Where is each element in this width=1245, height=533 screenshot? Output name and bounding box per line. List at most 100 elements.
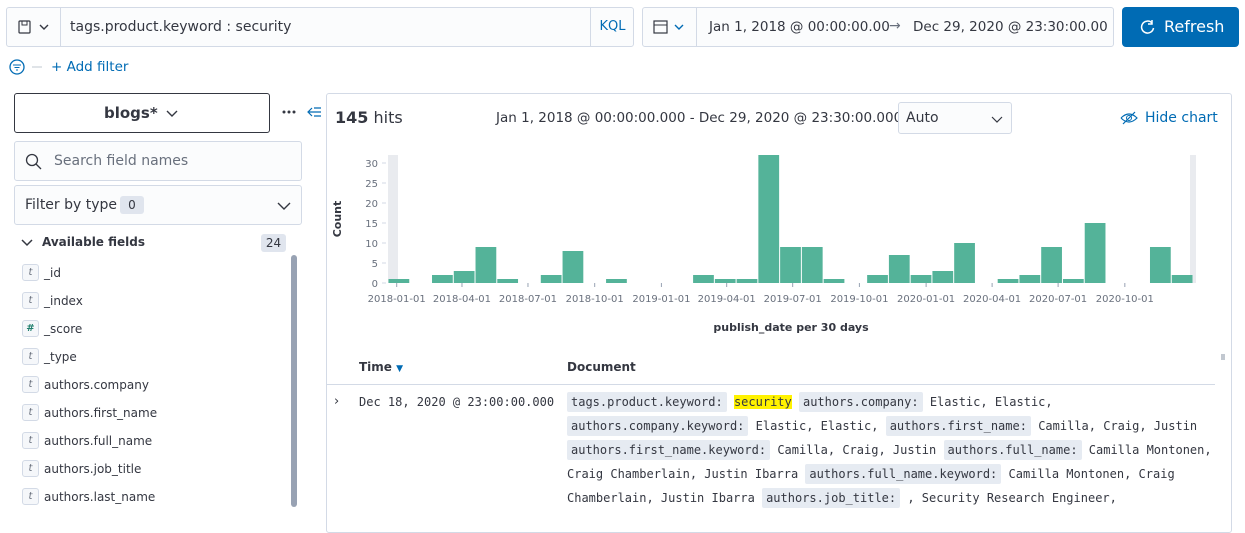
field-item[interactable]: t authors.job_title [22,460,141,477]
bar [606,279,627,283]
row-time: Dec 18, 2020 @ 23:00:00.000 [359,395,555,409]
field-type-icon: t [22,404,39,421]
x-tick-label: 2019-07-01 [764,294,822,305]
bar [540,275,562,283]
field-name: authors.company [44,377,149,392]
x-tick-label: 2020-10-01 [1096,294,1154,305]
time-column-header[interactable]: Time ▼ [359,360,403,374]
bar [1084,223,1106,283]
bar [497,279,519,283]
date-picker: Jan 1, 2018 @ 00:00:00.00 → Dec 29, 2020… [642,7,1114,47]
field-type-icon: t [22,348,39,365]
quick-menu-button[interactable] [643,8,697,46]
field-key: tags.product.keyword: [567,392,727,412]
field-type-icon: t [22,264,39,281]
bar [562,251,584,283]
field-key: authors.company: [798,392,923,412]
bar [910,275,932,283]
field-key: authors.full_name.keyword: [805,464,1002,484]
chevron-down [277,202,291,210]
sort-arrow[interactable]: ▼ [396,364,404,374]
date-arrow: → [889,18,901,34]
time-range: Jan 1, 2018 @ 00:00:00.000 - Dec 29, 202… [496,110,903,126]
field-value: Camilla, Craig, Justin [777,443,937,457]
field-type-icon: t [22,460,39,477]
field-item[interactable]: t authors.company [22,376,149,393]
y-axis-label: Count [331,201,344,238]
field-item[interactable]: # _score [22,320,82,337]
collapse-arrow[interactable] [20,236,34,250]
field-count: 24 [261,234,286,252]
x-tick-label: 2019-04-01 [698,294,756,305]
x-tick-label: 2018-01-01 [368,294,426,305]
bar [801,247,823,283]
field-name: authors.first_name [44,405,158,420]
hits: 145 hits [335,108,403,127]
end-date[interactable]: Dec 29, 2020 @ 23:30:00.00 [913,19,1108,35]
bar [388,279,410,283]
table-scrollbar [1221,354,1225,360]
expand-toggle[interactable]: › [334,394,340,409]
out-of-range-shade [388,155,398,283]
field-search[interactable]: Search field names [14,141,302,181]
bar [1019,275,1041,283]
field-item[interactable]: t _index [22,292,83,309]
kibana-discover: tags.product.keyword : security KQL Jan … [0,7,1239,533]
bar [453,271,475,283]
field-item[interactable]: t authors.last_name [22,488,155,505]
filter-icon[interactable] [8,58,48,76]
filter-count: 0 [120,196,144,214]
eye-closed-icon [1120,111,1138,125]
bar [867,275,888,283]
field-type-icon: t [22,432,39,449]
bar [932,271,954,283]
field-item[interactable]: t authors.first_name [22,404,157,421]
refresh-button[interactable]: Refresh [1122,7,1239,47]
index-pattern-button[interactable]: blogs* [14,93,270,133]
interval: Auto [906,110,939,126]
y-tick-label: 5 [372,259,378,270]
refresh-icon [1140,20,1155,34]
bar [1041,247,1062,283]
filter-by-type[interactable]: Filter by type 0 [14,185,302,225]
field-item[interactable]: t _id [22,264,61,281]
language-toggle[interactable]: KQL [590,8,634,46]
add-filter[interactable]: + Add filter [51,59,129,75]
calendar-icon [653,20,684,34]
scrollbar [291,255,297,507]
x-tick-label: 2020-07-01 [1029,294,1087,305]
hits-label: hits [373,108,403,127]
saved-query-button[interactable] [7,8,61,46]
field-list: t _id t _index # _score t _type t authors.company… [0,255,300,519]
bar [475,247,497,283]
query-input[interactable]: tags.product.keyword : security [70,19,292,35]
field-value: security [733,395,792,409]
field-value: Camilla Montonen, Craig Chamberlain, Jus… [567,467,1175,505]
header-border [327,384,1215,385]
chevron-down [166,110,178,117]
bar [1171,275,1193,283]
field-value: Camilla Montonen, Craig Chamberlain, Jus… [567,443,1212,481]
y-tick-label: 10 [365,239,378,250]
field-name: authors.last_name [44,489,156,504]
available-fields-title: Available fields [42,235,146,249]
saved-query-icon [18,20,49,34]
bar [758,155,780,283]
field-item[interactable]: t authors.full_name [22,432,152,449]
sidebar-controls[interactable] [280,104,324,120]
x-tick-label: 2020-04-01 [963,294,1021,305]
x-tick-label: 2018-04-01 [433,294,491,305]
chevron-down [991,116,1003,123]
x-tick-label: 2018-10-01 [566,294,624,305]
bar [780,247,801,283]
interval-select[interactable]: Auto [898,102,1012,134]
field-item[interactable]: t _type [22,348,77,365]
field-name: _score [44,321,83,336]
out-of-range-shade [1190,155,1196,283]
column-title: Time [359,360,392,374]
hit-count: 145 [335,108,369,127]
start-date[interactable]: Jan 1, 2018 @ 00:00:00.00 [709,19,890,35]
field-key: authors.first_name: [885,416,1031,436]
hide-chart[interactable]: Hide chart [1145,110,1218,126]
search-placeholder: Search field names [54,153,189,169]
